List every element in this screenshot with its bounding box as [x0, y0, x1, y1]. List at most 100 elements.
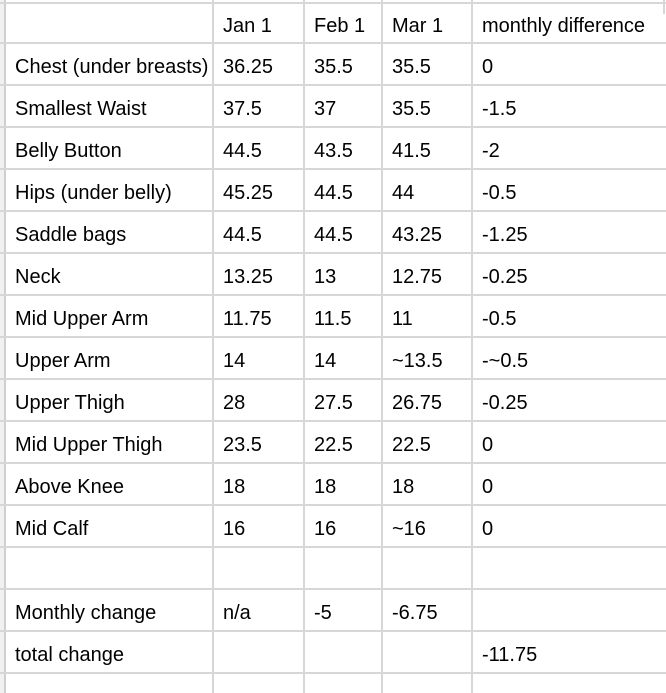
row-label-cell[interactable]: Belly Button [6, 128, 214, 168]
value-cell[interactable]: -0.25 [482, 391, 528, 414]
value-cell[interactable]: 37.5 [214, 86, 305, 126]
value-cell[interactable]: 35.5 [305, 44, 383, 84]
value-cell[interactable]: 22.5 [383, 422, 473, 462]
value-cell[interactable]: 18 [383, 464, 473, 504]
row-label-cell[interactable]: total change [6, 632, 214, 672]
value-cell[interactable]: -2 [482, 139, 500, 162]
value-cell[interactable]: 44.5 [305, 212, 383, 252]
table-row: Belly Button 44.5 43.5 41.5 -2 [0, 128, 666, 170]
value-cell[interactable]: 41.5 [383, 128, 473, 168]
row-label-cell[interactable]: Upper Arm [6, 338, 214, 378]
value-cell[interactable]: 44.5 [214, 128, 305, 168]
value-cell[interactable]: ~13.5 [383, 338, 473, 378]
row-header-strip [0, 44, 6, 84]
row-label-cell[interactable]: Mid Upper Arm [6, 296, 214, 336]
value-cell[interactable] [383, 674, 473, 693]
corner-header-cell[interactable] [6, 4, 214, 42]
value-cell[interactable]: 35.5 [383, 44, 473, 84]
value-cell[interactable]: 13 [305, 254, 383, 294]
row-header-strip [0, 464, 6, 504]
row-label-cell[interactable]: Mid Upper Thigh [6, 422, 214, 462]
value-cell[interactable]: n/a [214, 590, 305, 630]
value-cell[interactable]: 35.5 [383, 86, 473, 126]
row-label-cell[interactable]: Monthly change [6, 590, 214, 630]
value-cell[interactable]: -0.5 [482, 181, 517, 204]
row-header-strip [0, 296, 6, 336]
value-cell[interactable] [214, 674, 305, 693]
value-cell[interactable]: 13.25 [214, 254, 305, 294]
value-cell[interactable]: 26.75 [383, 380, 473, 420]
value-cell[interactable]: -0.5 [482, 307, 517, 330]
cell [214, 0, 305, 6]
value-cell[interactable]: 0 [482, 475, 494, 498]
table-row: Monthly change n/a -5 -6.75 [0, 590, 666, 632]
value-cell[interactable] [473, 590, 666, 630]
value-cell[interactable]: 14 [214, 338, 305, 378]
value-cell[interactable]: 43.5 [305, 128, 383, 168]
value-cell[interactable]: -6.75 [383, 590, 473, 630]
value-cell[interactable]: -1.25 [482, 223, 528, 246]
value-cell[interactable]: -11.75 [482, 643, 538, 666]
value-cell[interactable] [305, 632, 383, 672]
row-header-strip [0, 4, 6, 42]
value-cell[interactable] [305, 548, 383, 588]
value-cell[interactable] [383, 632, 473, 672]
row-label-cell[interactable]: Hips (under belly) [6, 170, 214, 210]
row-label-cell[interactable]: Mid Calf [6, 506, 214, 546]
value-cell[interactable]: -1.5 [482, 97, 517, 120]
row-header-strip [0, 506, 6, 546]
value-cell[interactable] [214, 632, 305, 672]
column-header[interactable]: Mar 1 [383, 4, 473, 42]
value-cell[interactable]: 18 [214, 464, 305, 504]
value-cell[interactable]: 22.5 [305, 422, 383, 462]
value-cell[interactable]: ~16 [383, 506, 473, 546]
value-cell[interactable]: 27.5 [305, 380, 383, 420]
table-row: Mid Upper Arm 11.75 11.5 11 -0.5 [0, 296, 666, 338]
value-cell[interactable]: 45.25 [214, 170, 305, 210]
value-cell[interactable]: 12.75 [383, 254, 473, 294]
value-cell[interactable]: 11.5 [305, 296, 383, 336]
value-cell[interactable]: 44.5 [214, 212, 305, 252]
row-label-cell[interactable]: Above Knee [6, 464, 214, 504]
value-cell[interactable]: 36.25 [214, 44, 305, 84]
value-cell[interactable]: 14 [305, 338, 383, 378]
value-cell[interactable] [473, 674, 666, 693]
value-cell[interactable]: 44 [383, 170, 473, 210]
value-cell[interactable] [305, 674, 383, 693]
value-cell[interactable]: 16 [305, 506, 383, 546]
value-cell[interactable]: 11.75 [214, 296, 305, 336]
row-label-cell[interactable]: Smallest Waist [6, 86, 214, 126]
column-header[interactable]: Feb 1 [305, 4, 383, 42]
value-cell[interactable] [383, 548, 473, 588]
value-cell[interactable]: 0 [482, 55, 494, 78]
value-cell[interactable]: 16 [214, 506, 305, 546]
value-cell[interactable]: -5 [305, 590, 383, 630]
row-label-cell[interactable]: Neck [6, 254, 214, 294]
table-row: total change -11.75 [0, 632, 666, 674]
value-cell[interactable]: -0.25 [482, 265, 528, 288]
row-label-cell[interactable] [6, 674, 214, 693]
row-label-cell[interactable]: Chest (under breasts) [6, 44, 214, 84]
row-label-cell[interactable] [6, 548, 214, 588]
column-header[interactable]: monthly difference [482, 14, 646, 37]
row-label-cell[interactable]: Upper Thigh [6, 380, 214, 420]
value-cell[interactable]: -~0.5 [482, 349, 529, 372]
value-cell[interactable]: 43.25 [383, 212, 473, 252]
row-label-cell[interactable]: Saddle bags [6, 212, 214, 252]
value-cell[interactable] [473, 548, 666, 588]
cell [305, 0, 383, 6]
table-row: Hips (under belly) 45.25 44.5 44 -0.5 [0, 170, 666, 212]
value-cell[interactable]: 0 [482, 433, 494, 456]
table-row: Mid Calf 16 16 ~16 0 [0, 506, 666, 548]
value-cell[interactable]: 11 [383, 296, 473, 336]
value-cell[interactable]: 28 [214, 380, 305, 420]
table-row: Neck 13.25 13 12.75 -0.25 [0, 254, 666, 296]
column-header[interactable]: Jan 1 [214, 4, 305, 42]
value-cell[interactable]: 0 [482, 517, 494, 540]
value-cell[interactable]: 23.5 [214, 422, 305, 462]
value-cell[interactable]: 44.5 [305, 170, 383, 210]
value-cell[interactable]: 37 [305, 86, 383, 126]
value-cell[interactable] [214, 548, 305, 588]
cell [6, 0, 214, 6]
value-cell[interactable]: 18 [305, 464, 383, 504]
